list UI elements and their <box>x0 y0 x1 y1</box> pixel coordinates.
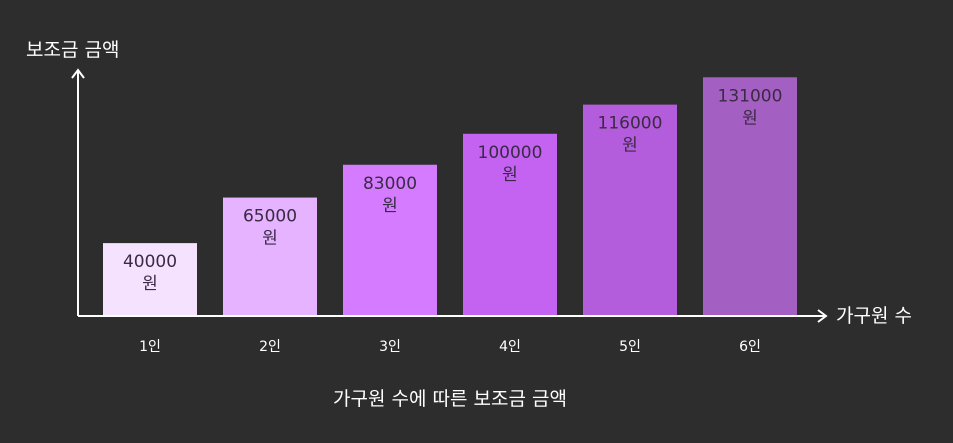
x-axis-label: 가구원 수 <box>836 305 912 327</box>
x-tick-label-2: 2인 <box>259 339 281 355</box>
bars-group: 40000 원 65000 원 83000 원 100000 원 116000 원 131000 원 <box>103 77 797 317</box>
x-tick-labels: 1인 2인 3인 4인 5인 6인 <box>139 339 761 355</box>
x-tick-label-5: 5인 <box>619 339 641 355</box>
y-axis-label: 보조금 금액 <box>26 39 119 61</box>
x-tick-label-1: 1인 <box>139 339 161 355</box>
y-axis-arrow-icon <box>71 68 85 79</box>
bar-value-label-4: 100000 원 <box>478 143 543 185</box>
bar-value-label-1: 40000 원 <box>123 252 177 294</box>
x-tick-label-6: 6인 <box>739 339 761 355</box>
bar-value-label-5: 116000 원 <box>598 114 663 156</box>
x-tick-label-3: 3인 <box>379 339 401 355</box>
x-tick-label-4: 4인 <box>499 339 521 355</box>
bar-value-label-2: 65000 원 <box>243 207 297 249</box>
bar-5 <box>583 104 677 316</box>
x-axis-arrow-icon <box>817 309 828 323</box>
bar-4 <box>463 133 557 316</box>
bar-3 <box>343 164 437 316</box>
bar-2 <box>223 197 317 316</box>
chart-title: 가구원 수에 따른 보조금 금액 <box>333 388 567 410</box>
bar-value-label-3: 83000 원 <box>363 174 417 216</box>
bar-value-label-6: 131000 원 <box>718 86 783 128</box>
bar-6 <box>703 77 797 317</box>
bar-1 <box>103 243 197 316</box>
